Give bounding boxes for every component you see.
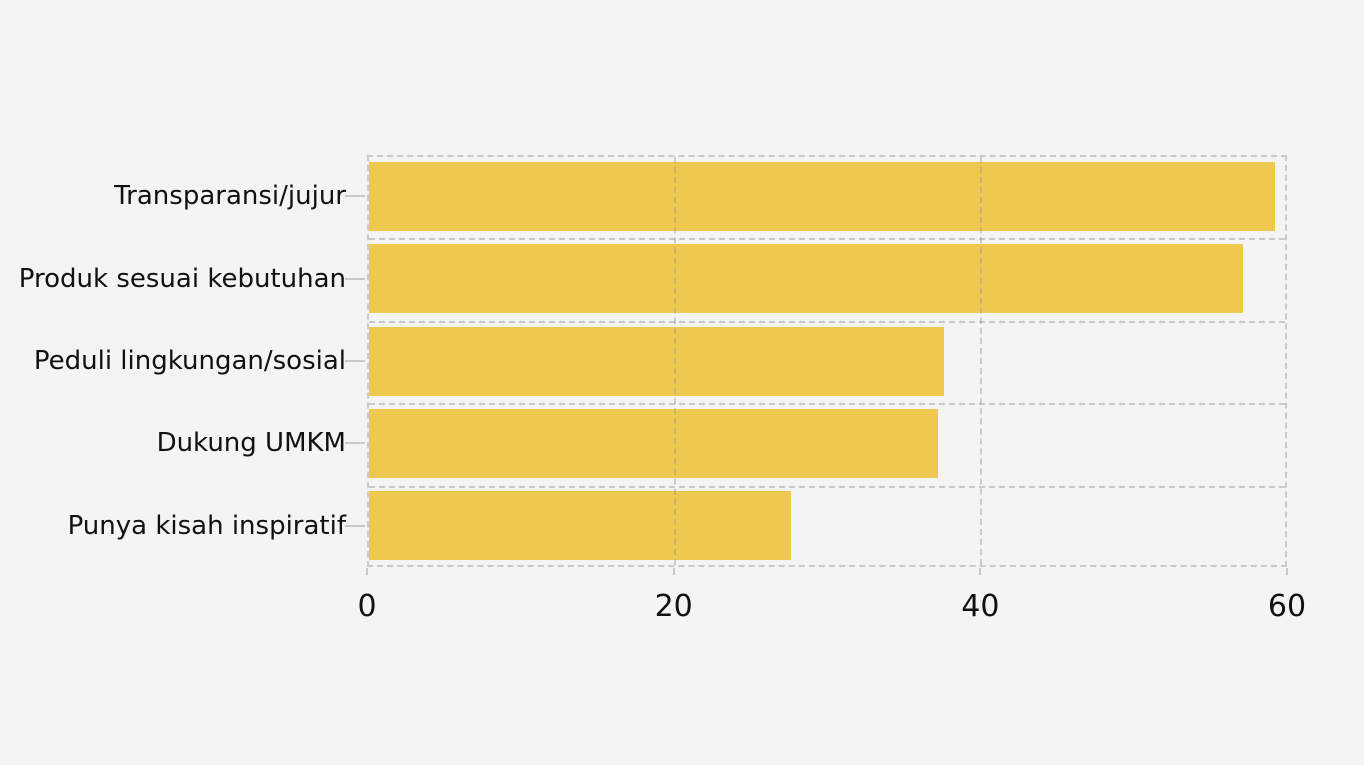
bar <box>369 326 944 396</box>
x-axis-tick <box>366 568 368 575</box>
y-axis-tick <box>345 195 365 198</box>
row-gridline <box>369 320 1285 323</box>
x-axis-tick-label: 40 <box>961 589 1000 624</box>
y-axis-label: Punya kisah inspiratif <box>67 510 346 541</box>
y-axis-tick <box>345 277 365 280</box>
x-gridline <box>980 157 983 565</box>
plot-area <box>367 155 1287 567</box>
bar <box>369 408 938 478</box>
y-axis-tick <box>345 360 365 362</box>
bar <box>369 161 1276 231</box>
x-axis-tick <box>1286 568 1288 575</box>
x-axis-tick-label: 20 <box>654 589 693 624</box>
x-axis-tick-label: 60 <box>1267 589 1307 624</box>
y-axis-label: Produk sesuai kebutuhan <box>18 263 346 294</box>
x-axis-tick <box>672 568 675 575</box>
y-axis-tick <box>345 524 365 527</box>
y-axis-label: Peduli lingkungan/sosial <box>33 346 346 376</box>
x-axis-tick-label: 0 <box>357 589 377 624</box>
y-axis-label: Dukung UMKM <box>156 428 346 459</box>
x-gridline <box>673 157 676 565</box>
y-axis-tick <box>345 442 365 445</box>
bar <box>369 491 791 561</box>
row-gridline <box>369 238 1285 241</box>
bar <box>369 244 1243 314</box>
row-gridline <box>369 485 1285 488</box>
y-axis-label: Transparansi/jujur <box>114 181 346 212</box>
x-axis-tick <box>979 568 982 575</box>
row-gridline <box>369 403 1285 406</box>
